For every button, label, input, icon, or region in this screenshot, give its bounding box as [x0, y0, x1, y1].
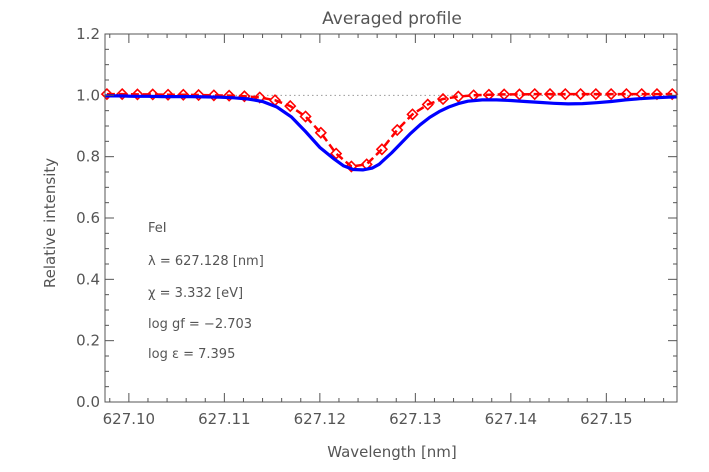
annotation-line: log ε = 7.395 [148, 347, 235, 362]
observed-diamond-marker [116, 87, 129, 101]
observed-diamond-marker [452, 90, 465, 103]
annotation-line: λ = 627.128 [nm] [148, 254, 264, 269]
observed-diamond-marker [513, 88, 526, 101]
annotation-line: log gf = −2.703 [148, 317, 252, 332]
observed-diamond-marker [207, 89, 220, 102]
annotation-line: χ = 3.332 [eV] [148, 286, 243, 301]
observed-diamond-marker [406, 108, 419, 121]
x-axis-label: Wavelength [nm] [327, 443, 457, 461]
x-tick-label: 627.13 [389, 410, 442, 428]
x-tick-label: 627.10 [103, 410, 156, 428]
x-tick-label: 627.14 [485, 410, 538, 428]
y-tick-label: 0.2 [76, 332, 100, 350]
annotation-layer: FeI λ = 627.128 [nm] χ = 3.332 [eV] log gf … [148, 221, 264, 362]
observed-diamond-marker [131, 88, 144, 101]
observed-diamond-marker [421, 98, 434, 111]
observed-diamond-marker [177, 88, 190, 101]
observed-diamond-marker [528, 87, 541, 101]
y-tick-label: 0.0 [76, 393, 100, 411]
observed-diamond-marker [604, 87, 618, 101]
synthetic-profile-line [105, 94, 678, 172]
x-tick-label: 627.12 [294, 410, 347, 428]
series-layer [100, 87, 679, 173]
y-tick-label: 1.0 [76, 86, 100, 104]
observed-diamond-marker [574, 87, 587, 101]
observed-diamond-marker [146, 88, 159, 101]
observed-diamond-marker [100, 87, 114, 101]
observed-diamond-marker [391, 123, 404, 137]
y-tick-label: 0.4 [76, 270, 100, 288]
observed-diamond-marker [589, 87, 602, 101]
observed-diamond-marker [559, 87, 572, 101]
observed-diamond-marker [192, 88, 205, 102]
observed-diamond-marker [299, 110, 312, 123]
observed-diamond-marker [345, 160, 358, 173]
x-tick-label: 627.11 [198, 410, 251, 428]
observed-diamond-marker [161, 88, 175, 101]
observed-diamond-marker [284, 99, 297, 113]
observed-diamond-marker [543, 87, 557, 101]
ticks-layer: 627.10 627.11 627.12 627.13 627.14 627.15 0.0 0… [76, 25, 677, 428]
observed-diamond-marker [375, 143, 389, 156]
observed-diamond-marker [238, 90, 251, 103]
observed-diamond-marker [436, 92, 450, 106]
observed-diamond-marker [314, 126, 327, 139]
annotation-line: FeI [148, 221, 167, 236]
y-tick-label: 0.8 [76, 148, 100, 166]
y-axis-label: Relative intensity [41, 158, 59, 288]
x-tick-label: 627.15 [580, 410, 633, 428]
observed-diamond-marker [223, 89, 236, 102]
y-tick-label: 1.2 [76, 25, 100, 43]
chart-title: Averaged profile [322, 9, 462, 29]
y-tick-label: 0.6 [76, 209, 100, 227]
observed-diamond-marker [666, 87, 679, 101]
